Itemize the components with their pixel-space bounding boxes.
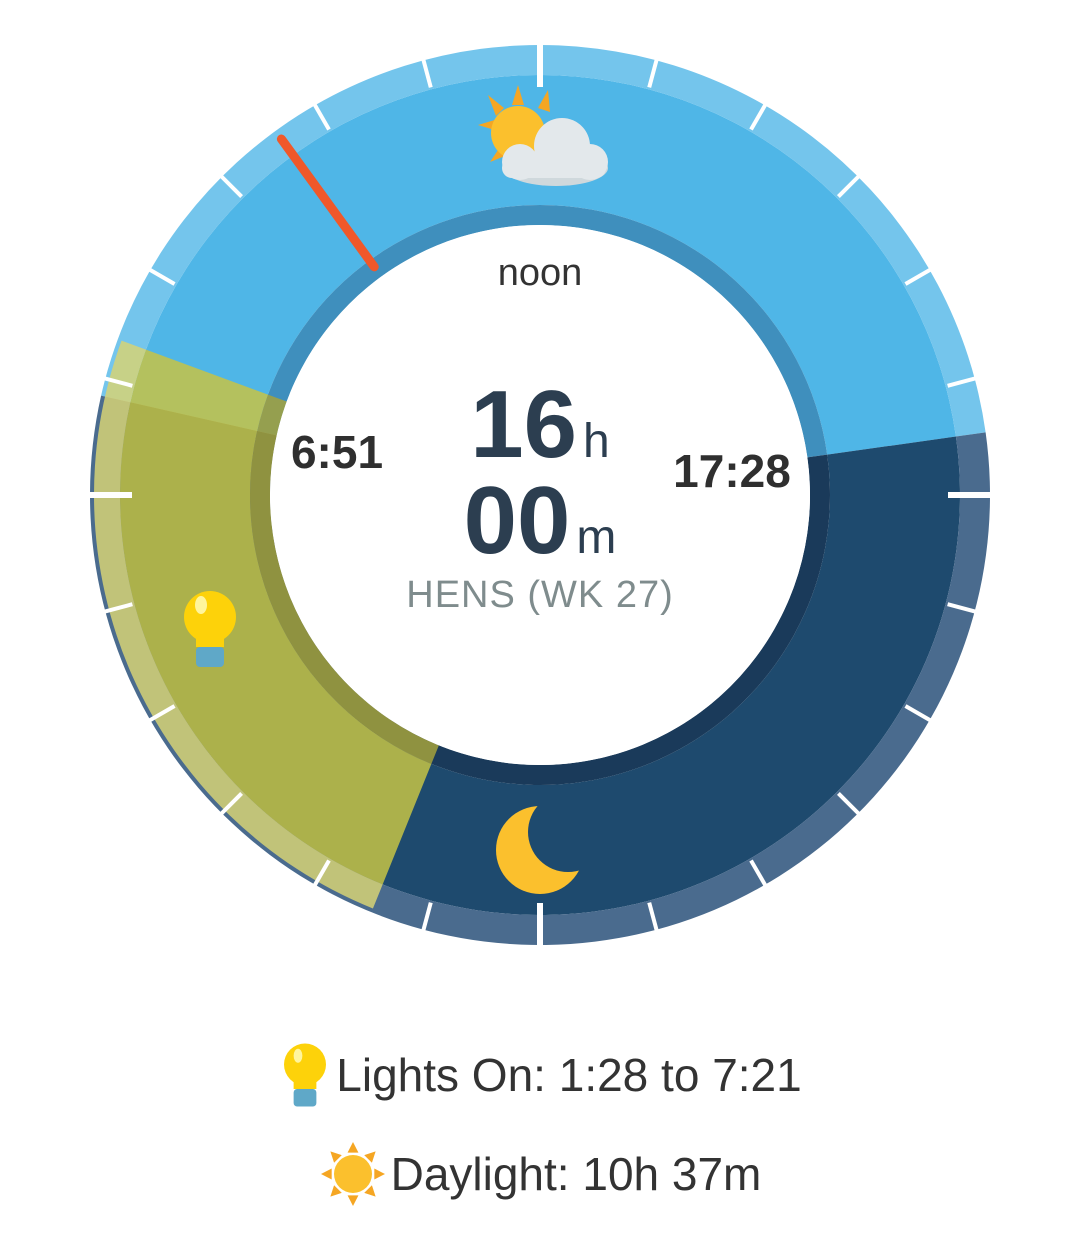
hour-tick [102,376,133,388]
lights-on-text: Lights On: 1:28 to 7:21 [336,1049,802,1101]
lights-summary: Lights On: 1:28 to 7:21 [0,1040,1080,1110]
hour-tick [218,791,244,817]
hour-tick [312,859,331,888]
minutes-value: 00 [463,467,571,574]
flock-label: HENS (WK 27) [406,574,674,616]
hour-tick [421,902,433,933]
sunset-time: 17:28 [673,445,791,497]
dial-center [270,225,810,765]
hour-tick [147,267,176,286]
photoperiod-dial [88,43,992,947]
hour-tick [147,704,176,723]
daylight-arc [130,75,956,455]
daylight-summary: Daylight: 10h 37m [0,1140,1080,1208]
hour-tick [218,173,244,199]
hour-tick [421,57,433,88]
lights-arc [119,349,432,885]
hour-tick [312,102,331,131]
hours-unit: h [583,415,610,468]
hour-tick [836,173,862,199]
sun-icon [320,1142,385,1206]
hour-tick [904,704,933,723]
daylight-text: Daylight: 10h 37m [390,1148,762,1200]
lightbulb-icon [184,591,236,667]
hour-tick [647,902,659,933]
hour-tick [102,602,133,614]
lights-inner-band [249,394,439,764]
light-minutes: 00 m [464,466,617,576]
noon-label: noon [497,252,583,294]
hour-tick [947,376,978,388]
sunrise-time: 6:51 [290,426,384,478]
current-time-hand [276,134,379,272]
hours-value: 16 [470,371,578,478]
lightbulb-icon [284,1043,327,1107]
hour-tick [749,102,768,131]
crescent-moon-icon [496,806,584,894]
sun-behind-cloud-icon [478,85,608,186]
light-hours: 16 h [470,370,609,480]
hour-tick [749,859,768,888]
hour-tick [647,57,659,88]
hour-tick [947,602,978,614]
hour-tick [836,791,862,817]
minutes-unit: m [576,511,617,564]
hour-tick [904,267,933,286]
